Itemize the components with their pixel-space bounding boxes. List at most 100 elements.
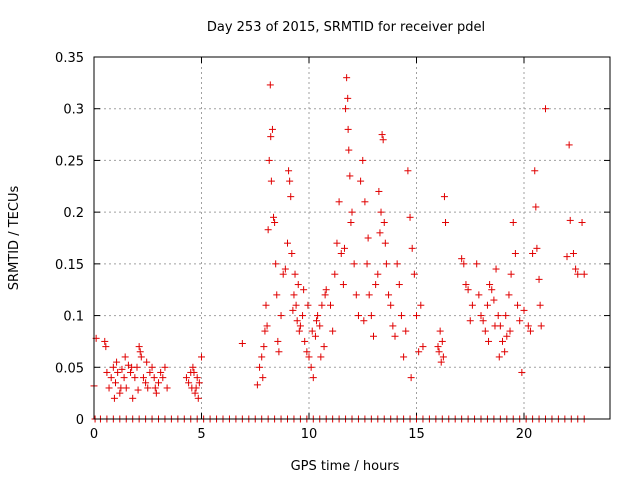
data-point xyxy=(535,275,543,283)
data-point xyxy=(506,327,514,335)
data-point xyxy=(391,332,399,340)
data-point xyxy=(477,312,485,320)
data-point xyxy=(157,368,165,376)
data-point xyxy=(516,317,524,325)
data-point xyxy=(340,244,348,252)
data-point xyxy=(128,363,136,371)
data-point xyxy=(263,322,271,330)
data-point xyxy=(185,379,193,387)
data-point xyxy=(344,94,352,102)
data-point xyxy=(311,332,319,340)
data-point xyxy=(182,374,190,382)
data-point xyxy=(103,368,111,376)
data-point xyxy=(395,281,403,289)
data-point xyxy=(275,348,283,356)
data-point xyxy=(285,167,293,175)
data-point xyxy=(322,286,330,294)
y-tick-label: 0.25 xyxy=(55,154,84,169)
data-point xyxy=(434,343,442,351)
data-point xyxy=(159,374,167,382)
data-point xyxy=(529,250,537,258)
data-point xyxy=(350,260,358,268)
data-point xyxy=(442,218,450,226)
data-point xyxy=(505,291,513,299)
data-point xyxy=(352,291,360,299)
data-point xyxy=(342,105,350,113)
data-point xyxy=(379,136,387,144)
data-point xyxy=(531,167,539,175)
data-point xyxy=(393,260,401,268)
data-point xyxy=(488,286,496,294)
data-point xyxy=(492,265,500,273)
axis-ticks: 0 5 10 15 20 0 0.05 0.1 0.15 0.2 0.25 0.3 0.35 xyxy=(55,51,610,442)
data-point xyxy=(468,301,476,309)
data-point xyxy=(357,177,365,185)
data-point xyxy=(299,312,307,320)
data-point xyxy=(363,260,371,268)
data-point xyxy=(533,244,541,252)
x-tick-label: 20 xyxy=(516,427,533,442)
data-point xyxy=(335,198,343,206)
y-tick-label: 0.15 xyxy=(55,258,84,273)
x-tick-label: 10 xyxy=(301,427,318,442)
y-tick-label: 0.35 xyxy=(55,51,84,66)
data-point xyxy=(300,286,308,294)
x-tick-label: 0 xyxy=(90,427,98,442)
data-point xyxy=(359,156,367,164)
data-point xyxy=(303,348,311,356)
data-point xyxy=(348,208,356,216)
data-point xyxy=(365,291,373,299)
data-point xyxy=(137,353,145,361)
data-point xyxy=(435,348,443,356)
data-point xyxy=(407,374,415,382)
data-point xyxy=(264,226,272,234)
data-point xyxy=(331,270,339,278)
data-point xyxy=(287,193,295,201)
data-point xyxy=(507,270,515,278)
data-point xyxy=(107,374,115,382)
data-point xyxy=(524,322,532,330)
data-point xyxy=(284,239,291,247)
data-point xyxy=(286,177,294,185)
data-point xyxy=(261,327,269,335)
data-point xyxy=(321,291,329,299)
x-tick-label: 5 xyxy=(197,427,205,442)
data-point xyxy=(458,255,466,263)
data-point xyxy=(266,81,274,89)
data-point xyxy=(318,301,326,309)
data-point xyxy=(304,301,312,309)
data-point xyxy=(143,358,151,366)
data-point xyxy=(258,353,266,361)
data-point xyxy=(110,394,118,402)
y-tick-label: 0.2 xyxy=(63,206,84,221)
data-point xyxy=(374,270,382,278)
data-point xyxy=(161,363,169,371)
data-point xyxy=(189,363,197,371)
data-point xyxy=(144,384,152,392)
data-point xyxy=(139,374,147,382)
data-point xyxy=(494,312,502,320)
data-point xyxy=(113,358,121,366)
data-point xyxy=(274,337,282,345)
data-point xyxy=(296,322,304,330)
data-point xyxy=(238,339,246,347)
data-point xyxy=(376,229,384,237)
data-point xyxy=(116,389,124,397)
data-point xyxy=(514,301,522,309)
data-point xyxy=(563,253,571,261)
data-point xyxy=(518,368,526,376)
data-point xyxy=(136,348,144,356)
data-point xyxy=(367,312,375,320)
data-point xyxy=(542,105,549,113)
data-point xyxy=(271,218,279,226)
data-point xyxy=(520,306,528,314)
data-point xyxy=(413,312,420,320)
data-point xyxy=(440,193,448,201)
data-point xyxy=(290,291,298,299)
data-point xyxy=(112,379,119,387)
data-point xyxy=(347,218,355,226)
data-point xyxy=(267,177,275,185)
data-point xyxy=(481,327,489,335)
data-point xyxy=(578,218,586,226)
